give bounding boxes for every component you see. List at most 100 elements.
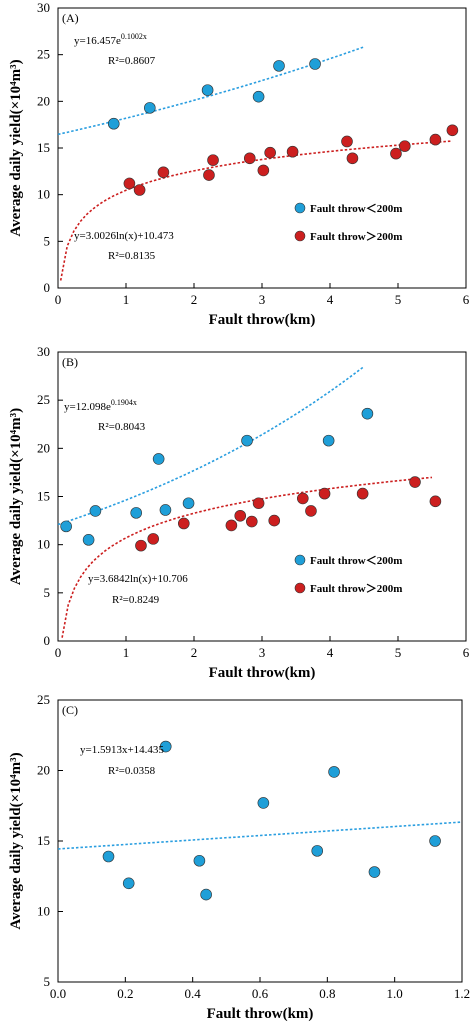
x-tick-label: 1: [123, 645, 130, 660]
trend-equation: y=1.5913x+14.435: [80, 744, 164, 756]
data-point: [328, 766, 340, 778]
x-tick-label: 3: [259, 645, 266, 660]
data-point: [130, 507, 142, 519]
data-point: [193, 854, 206, 867]
y-tick-label: 20: [37, 763, 50, 778]
data-point: [318, 487, 331, 500]
data-point: [82, 534, 95, 546]
y-tick-label: 15: [37, 140, 50, 155]
data-point: [429, 835, 441, 847]
y-tick-label: 20: [37, 93, 50, 108]
trend-equation: y=3.6842ln(x)+10.706: [88, 573, 188, 585]
y-tick-label: 30: [37, 0, 50, 15]
data-point: [144, 102, 156, 114]
x-tick-label: 3: [259, 292, 266, 307]
legend-marker: [294, 582, 306, 594]
data-point: [356, 487, 369, 500]
x-tick-label: 0: [55, 292, 62, 307]
y-tick-label: 10: [37, 187, 50, 202]
x-tick-label: 6: [463, 292, 470, 307]
legend-label: Fault throw＞200m: [310, 231, 402, 243]
data-point: [241, 434, 253, 447]
plot-frame: [57, 699, 463, 983]
x-tick-label: 1: [123, 292, 130, 307]
data-point: [147, 533, 159, 545]
data-point: [107, 117, 120, 130]
y-tick-label: 5: [44, 974, 51, 989]
data-point: [264, 146, 276, 159]
y-tick-label: 10: [37, 537, 50, 552]
y-axis-title: Average daily yield(×10⁴m³): [8, 59, 24, 236]
chart-panel: 0 1 2 3 4 5 6 0 5 10 15 20 25 30 Fault throw(km) Averag…: [8, 0, 470, 328]
data-point: [123, 177, 136, 190]
data-point: [286, 145, 299, 158]
r-squared-label: R²=0.8043: [98, 421, 146, 433]
data-point: [152, 453, 165, 465]
data-point: [361, 407, 374, 420]
panel-label: (C): [62, 703, 78, 717]
y-tick-label: 0: [44, 280, 51, 295]
legend-marker: [294, 554, 306, 566]
y-tick-label: 5: [44, 233, 51, 248]
r-squared-label: R²=0.8249: [112, 594, 160, 606]
x-tick-label: 0.0: [50, 986, 66, 1001]
trend-line: [57, 821, 463, 850]
x-tick-label: 1.0: [387, 986, 403, 1001]
x-tick-label: 5: [395, 292, 402, 307]
data-point: [257, 797, 270, 809]
data-point: [322, 434, 335, 447]
data-point: [133, 184, 146, 196]
y-tick-label: 30: [37, 344, 50, 359]
data-point: [243, 152, 256, 165]
x-tick-label: 0: [55, 645, 62, 660]
legend-marker: [294, 202, 306, 214]
data-point: [296, 492, 309, 505]
r-squared-label: R²=0.8135: [108, 250, 156, 262]
x-tick-label: 1.2: [454, 986, 470, 1001]
data-point: [429, 133, 442, 146]
data-point: [252, 497, 265, 510]
data-point: [89, 505, 102, 517]
x-axis-title: Fault throw(km): [209, 312, 316, 328]
trend-line: [59, 140, 453, 281]
chart-panel: 0 1 2 3 4 5 6 0 5 10 15 20 25 30 Fault throw(km) Averag…: [8, 344, 470, 681]
legend-label: Fault throw＞200m: [310, 583, 402, 595]
x-tick-label: 0.6: [252, 986, 269, 1001]
data-point: [311, 845, 324, 857]
x-tick-label: 4: [327, 292, 334, 307]
data-point: [446, 124, 459, 137]
data-point: [207, 154, 219, 166]
x-tick-label: 2: [191, 645, 198, 660]
y-axis-title: Average daily yield(×10⁴m³): [8, 408, 24, 585]
data-point: [178, 517, 190, 530]
data-point: [122, 877, 135, 890]
trend-equation: y=3.0026ln(x)+10.473: [74, 230, 174, 242]
x-tick-label: 6: [463, 645, 470, 660]
data-point: [200, 888, 212, 901]
data-point: [159, 504, 172, 516]
data-point: [157, 166, 170, 179]
data-point: [102, 850, 115, 863]
data-point: [203, 169, 215, 181]
y-tick-label: 0: [44, 633, 51, 648]
x-axis-title: Fault throw(km): [209, 665, 316, 681]
x-tick-label: 4: [327, 645, 334, 660]
trend-line: [61, 476, 433, 638]
panel-label: (B): [62, 355, 78, 369]
data-point: [225, 519, 238, 532]
x-axis-title: Fault throw(km): [207, 1006, 314, 1022]
data-point: [390, 147, 402, 160]
r-squared-label: R²=0.0358: [108, 765, 156, 777]
data-point: [60, 520, 72, 533]
data-point: [268, 514, 281, 527]
y-tick-label: 25: [37, 392, 50, 407]
x-tick-label: 0.8: [319, 986, 335, 1001]
data-point: [201, 84, 214, 96]
trend-line: [57, 46, 365, 136]
data-point: [368, 866, 381, 878]
data-point: [398, 140, 411, 152]
y-tick-label: 15: [37, 489, 50, 504]
r-squared-label: R²=0.8607: [108, 55, 156, 67]
data-point: [346, 152, 359, 165]
